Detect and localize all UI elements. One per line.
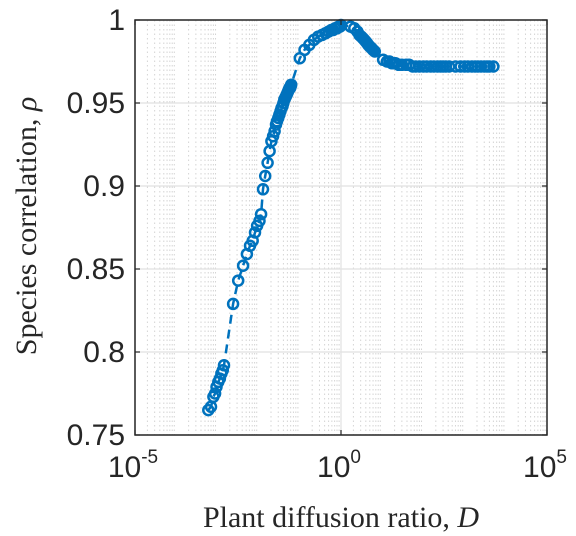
data-point xyxy=(442,60,456,73)
data-point xyxy=(253,214,266,228)
y-tick-label: 0.95 xyxy=(67,87,125,120)
y-tick-label: 0.9 xyxy=(83,170,125,203)
tick-labels: 0.75 0.8 0.85 0.9 0.95 1 10-5 100 105 xyxy=(67,4,567,484)
data-point xyxy=(487,60,500,73)
x-tick-label: 10-5 xyxy=(108,447,158,484)
y-axis-label: Species correlation, ρ xyxy=(10,97,43,355)
data-point xyxy=(226,297,240,311)
data-point xyxy=(256,183,270,196)
data-point xyxy=(208,387,222,400)
data-point xyxy=(248,226,262,239)
x-axis-label: Plant diffusion ratio, D xyxy=(203,501,479,534)
data-point xyxy=(365,41,378,55)
axes xyxy=(134,19,548,436)
data-point xyxy=(261,156,274,170)
grid xyxy=(134,19,548,436)
y-tick-label: 1 xyxy=(108,4,125,37)
data-point xyxy=(483,60,496,73)
y-tick-label: 0.85 xyxy=(67,253,125,286)
data-point xyxy=(413,60,426,73)
y-tick-label: 0.75 xyxy=(67,419,125,452)
x-tick-label: 105 xyxy=(523,447,567,484)
y-tick-label: 0.8 xyxy=(83,336,125,369)
data-point xyxy=(217,359,231,372)
data-point xyxy=(258,169,272,183)
x-tick-label: 100 xyxy=(317,447,361,484)
series-layer xyxy=(202,18,500,417)
data-point xyxy=(231,274,245,287)
data-point xyxy=(284,78,298,91)
data-point xyxy=(454,60,467,73)
data-point xyxy=(236,259,250,272)
data-point xyxy=(366,43,380,57)
data-point xyxy=(254,207,268,221)
data-point xyxy=(368,45,382,58)
data-point xyxy=(216,364,230,377)
